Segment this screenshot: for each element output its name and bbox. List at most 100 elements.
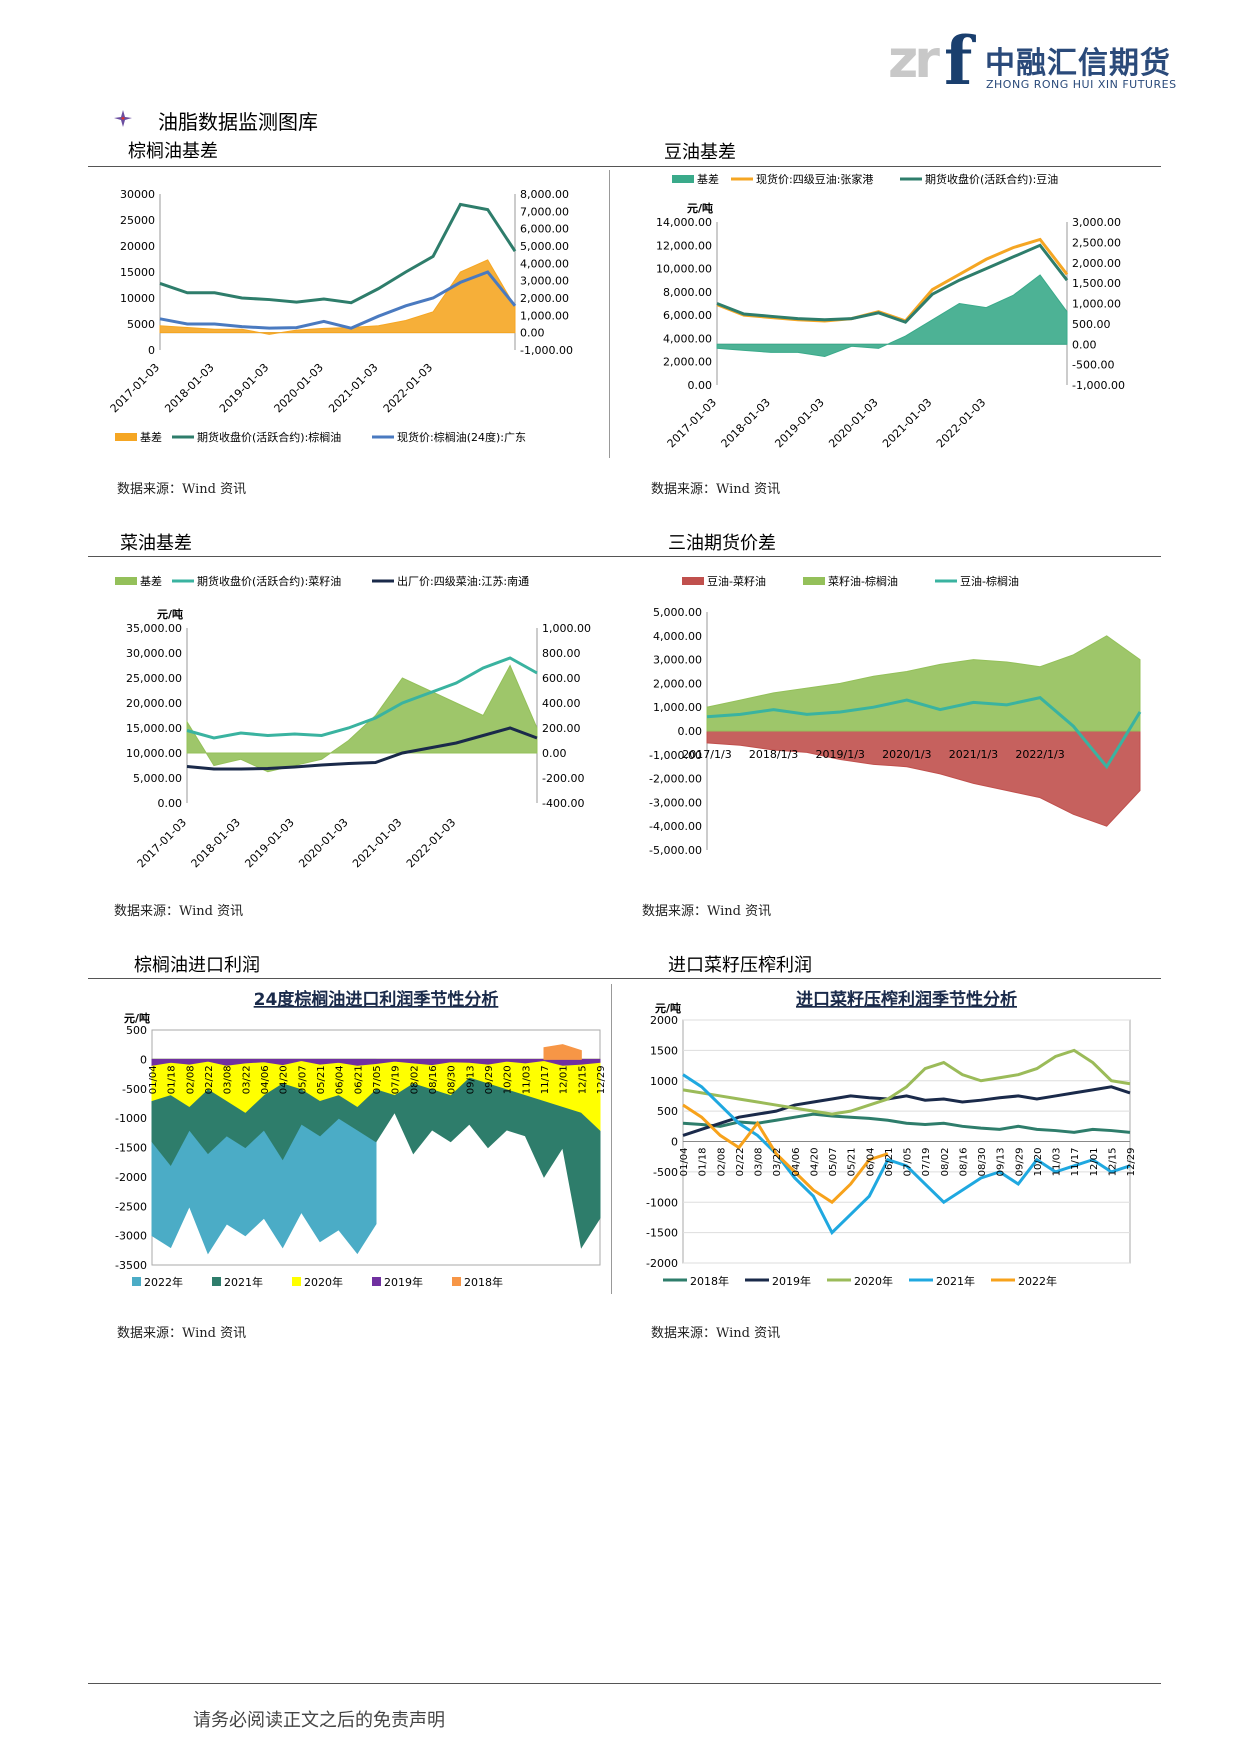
x-tick-label: 10/20: [503, 1065, 514, 1094]
y-tick-label: -1000: [646, 1196, 678, 1209]
y-tick-label: 6,000.00: [663, 309, 712, 322]
x-tick-label: 11/17: [540, 1065, 551, 1094]
x-tick-label: 08/02: [940, 1148, 951, 1177]
y2-tick-label: 1,000.00: [542, 622, 591, 635]
divider-row1: [88, 166, 1161, 167]
x-tick-label: 01/18: [698, 1148, 709, 1177]
legend-entry: 期货收盘价(活跃合约):菜籽油: [197, 574, 341, 588]
series-area: [151, 1058, 601, 1132]
x-tick-label: 04/06: [260, 1065, 271, 1094]
legend-entry: 基差: [140, 430, 162, 444]
y-tick-label: 1500: [650, 1044, 678, 1057]
x-tick-label: 2020-01-03: [826, 396, 880, 450]
y2-tick-label: 8,000.00: [520, 188, 569, 201]
series-line: [159, 202, 517, 305]
legend-entry: 2020年: [304, 1275, 343, 1289]
y-tick-label: -2000: [646, 1257, 678, 1270]
x-tick-label: 04/06: [791, 1148, 802, 1177]
x-tick-label: 02/22: [204, 1065, 215, 1094]
x-tick-label: 2020-01-03: [272, 361, 326, 415]
y2-tick-label: 0.00: [542, 747, 567, 760]
divider-row2: [88, 556, 1161, 557]
x-tick-label: 08/16: [428, 1065, 439, 1094]
legend-entry: 出厂价:四级菜油:江苏:南通: [397, 574, 529, 588]
y-tick-label: 30,000.00: [126, 647, 182, 660]
y-tick-label: -1000: [115, 1112, 147, 1125]
legend-entry: 现货价:四级豆油:张家港: [756, 172, 873, 186]
x-tick-label: 06/21: [884, 1148, 895, 1177]
bullet-star-icon: [114, 110, 132, 127]
y-unit-label: 元/吨: [687, 201, 713, 215]
x-tick-label: 08/30: [977, 1148, 988, 1177]
y-tick-label: 25000: [120, 214, 155, 227]
x-tick-label: 2017/1/3: [682, 748, 731, 761]
y-tick-label: -5,000.00: [649, 844, 702, 857]
x-tick-label: 03/08: [223, 1065, 234, 1094]
chart-title-rapeseed-basis: 菜油基差: [120, 533, 192, 554]
y2-tick-label: 7,000.00: [520, 205, 569, 218]
y-tick-label: -2500: [115, 1200, 147, 1213]
y-tick-label: -4,000.00: [649, 820, 702, 833]
x-tick-label: 07/05: [903, 1148, 914, 1177]
y-tick-label: -2000: [115, 1171, 147, 1184]
x-tick-label: 05/07: [828, 1148, 839, 1177]
divider-col3: [611, 984, 612, 1294]
y-tick-label: -500: [122, 1083, 147, 1096]
y-tick-label: 5,000.00: [133, 772, 182, 785]
x-tick-label: 2017-01-03: [135, 816, 189, 870]
y2-tick-label: 500.00: [1072, 318, 1111, 331]
x-tick-label: 2018-01-03: [719, 396, 773, 450]
y-tick-label: 0.00: [688, 379, 713, 392]
y-tick-label: 1,000.00: [653, 701, 702, 714]
legend-entry: 2022年: [144, 1275, 183, 1289]
x-tick-label: 2019-01-03: [772, 396, 826, 450]
x-tick-label: 09/29: [484, 1065, 495, 1094]
y-tick-label: 5,000.00: [653, 606, 702, 619]
x-tick-label: 05/07: [297, 1065, 308, 1094]
legend-swatch: [292, 1277, 301, 1286]
x-tick-label: 09/29: [1014, 1148, 1025, 1177]
x-tick-label: 2017-01-03: [665, 396, 719, 450]
y-tick-label: 0.00: [158, 797, 183, 810]
y2-tick-label: -1,000.00: [1072, 379, 1125, 392]
x-tick-label: 12/15: [1107, 1148, 1118, 1177]
y-tick-label: 15,000.00: [126, 722, 182, 735]
series-area: [706, 730, 1141, 827]
chart-inner-title: 24度棕榈油进口利润季节性分析: [254, 989, 499, 1010]
x-tick-label: 02/08: [185, 1065, 196, 1094]
x-tick-label: 2020-01-03: [296, 816, 350, 870]
x-tick-label: 11/17: [1070, 1148, 1081, 1177]
legend-entry: 基差: [140, 574, 162, 588]
x-tick-label: 2021-01-03: [880, 396, 934, 450]
legend-entry: 菜籽油-棕榈油: [828, 574, 898, 588]
source-note: 数据来源：Wind 资讯: [114, 904, 244, 919]
y-tick-label: 500: [657, 1105, 678, 1118]
x-tick-label: 07/05: [372, 1065, 383, 1094]
y-tick-label: 8,000.00: [663, 286, 712, 299]
series-area: [151, 1058, 601, 1066]
y-tick-label: 20,000.00: [126, 697, 182, 710]
y2-tick-label: 3,000.00: [520, 275, 569, 288]
legend-entry: 2020年: [854, 1274, 893, 1288]
x-tick-label: 02/22: [735, 1148, 746, 1177]
x-tick-label: 05/21: [316, 1065, 327, 1094]
series-area: [186, 664, 538, 773]
legend-entry: 豆油-棕榈油: [960, 574, 1019, 588]
x-tick-label: 08/02: [409, 1065, 420, 1094]
y-tick-label: 2,000.00: [653, 677, 702, 690]
y-tick-label: 10000: [120, 292, 155, 305]
series-area: [716, 274, 1068, 357]
series-line: [186, 726, 538, 771]
series-line: [186, 656, 538, 740]
y-tick-label: 35,000.00: [126, 622, 182, 635]
x-tick-label: 07/19: [391, 1065, 402, 1094]
series-line: [159, 270, 517, 330]
logo-cn: 中融汇信期货: [985, 46, 1171, 81]
x-tick-label: 09/13: [996, 1148, 1007, 1177]
y-tick-label: 1000: [650, 1075, 678, 1088]
y-tick-label: 4,000.00: [653, 630, 702, 643]
x-tick-label: 12/01: [559, 1065, 570, 1094]
y-tick-label: 500: [126, 1024, 147, 1037]
legend-swatch: [372, 1277, 381, 1286]
